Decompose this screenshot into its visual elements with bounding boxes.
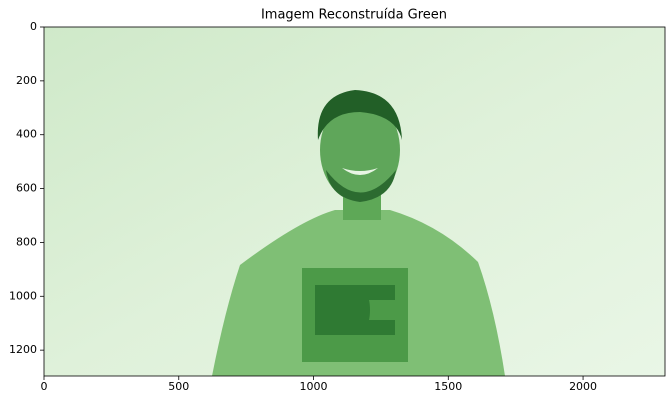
smile [342,168,378,175]
y-tick-label: 400 [16,128,37,141]
x-tick-label: 2000 [569,380,597,393]
y-tick-label: 800 [16,235,37,248]
x-tick-label: 1500 [434,380,462,393]
image [44,27,665,376]
y-tick-label: 200 [16,74,37,87]
y-tick-label: 1200 [9,343,37,356]
y-tick-label: 600 [16,182,37,195]
y-tick-label: 0 [30,20,37,33]
x-tick-label: 500 [168,380,189,393]
hair [317,90,402,140]
face [320,98,400,202]
y-tick-label: 1000 [9,289,37,302]
axes-frame [43,26,666,377]
logo [315,285,395,335]
chart-title: Imagem Reconstruída Green [261,8,447,23]
beard [326,170,396,202]
x-tick-label: 0 [41,380,48,393]
x-tick-label: 1000 [300,380,328,393]
